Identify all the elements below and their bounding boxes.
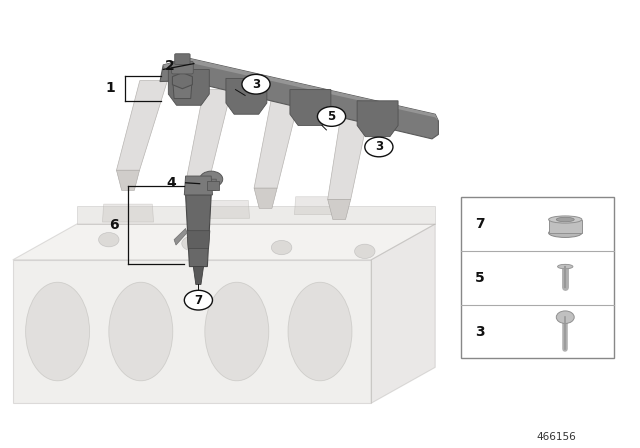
Polygon shape bbox=[102, 204, 154, 222]
Polygon shape bbox=[254, 101, 299, 188]
Circle shape bbox=[271, 241, 292, 255]
Polygon shape bbox=[77, 206, 435, 224]
Text: 3: 3 bbox=[252, 78, 260, 91]
Polygon shape bbox=[116, 81, 168, 170]
Text: 4: 4 bbox=[166, 176, 176, 190]
Polygon shape bbox=[290, 90, 331, 125]
Polygon shape bbox=[357, 101, 398, 137]
Polygon shape bbox=[226, 78, 267, 114]
Polygon shape bbox=[193, 267, 204, 284]
Ellipse shape bbox=[205, 282, 269, 381]
Polygon shape bbox=[187, 90, 232, 177]
Polygon shape bbox=[207, 181, 219, 190]
Text: 5: 5 bbox=[328, 110, 335, 123]
Ellipse shape bbox=[109, 282, 173, 381]
Polygon shape bbox=[174, 228, 187, 245]
Circle shape bbox=[184, 290, 212, 310]
Polygon shape bbox=[168, 69, 209, 105]
Polygon shape bbox=[294, 197, 346, 215]
Text: 7: 7 bbox=[475, 217, 485, 231]
Polygon shape bbox=[328, 199, 351, 220]
Polygon shape bbox=[172, 73, 193, 89]
Circle shape bbox=[182, 236, 202, 250]
Ellipse shape bbox=[548, 216, 582, 223]
Ellipse shape bbox=[557, 264, 573, 269]
Polygon shape bbox=[254, 188, 277, 208]
Text: 3: 3 bbox=[475, 324, 485, 339]
Polygon shape bbox=[206, 179, 216, 190]
Polygon shape bbox=[198, 200, 250, 218]
Circle shape bbox=[200, 171, 223, 187]
Circle shape bbox=[99, 233, 119, 247]
Polygon shape bbox=[13, 224, 435, 260]
Text: 1: 1 bbox=[106, 82, 116, 95]
Polygon shape bbox=[116, 170, 140, 190]
Polygon shape bbox=[184, 176, 212, 195]
Text: 466156: 466156 bbox=[537, 432, 577, 442]
Circle shape bbox=[355, 244, 375, 258]
Polygon shape bbox=[186, 195, 211, 267]
Polygon shape bbox=[328, 112, 369, 199]
Text: 3: 3 bbox=[375, 140, 383, 154]
FancyBboxPatch shape bbox=[548, 220, 582, 233]
Circle shape bbox=[317, 107, 346, 126]
Circle shape bbox=[556, 311, 574, 323]
Text: 2: 2 bbox=[164, 59, 175, 73]
Polygon shape bbox=[187, 231, 210, 249]
Ellipse shape bbox=[26, 282, 90, 381]
Circle shape bbox=[365, 137, 393, 157]
Text: 7: 7 bbox=[195, 293, 202, 307]
Circle shape bbox=[242, 74, 270, 94]
Polygon shape bbox=[371, 224, 435, 403]
Polygon shape bbox=[187, 177, 210, 197]
Text: 5: 5 bbox=[475, 271, 485, 285]
Polygon shape bbox=[163, 58, 438, 121]
FancyBboxPatch shape bbox=[172, 61, 193, 74]
FancyBboxPatch shape bbox=[461, 197, 614, 358]
Ellipse shape bbox=[556, 217, 574, 222]
Polygon shape bbox=[173, 81, 192, 99]
Text: 6: 6 bbox=[109, 218, 119, 232]
Ellipse shape bbox=[288, 282, 352, 381]
Polygon shape bbox=[160, 58, 438, 139]
FancyBboxPatch shape bbox=[175, 54, 190, 65]
Polygon shape bbox=[13, 260, 371, 403]
Ellipse shape bbox=[548, 228, 582, 237]
